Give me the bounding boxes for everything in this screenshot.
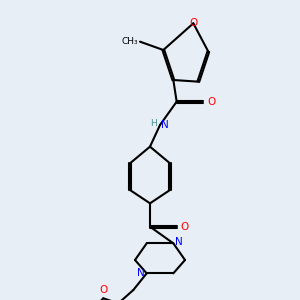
- Text: CH₃: CH₃: [122, 37, 138, 46]
- Text: O: O: [99, 285, 107, 295]
- Text: O: O: [181, 222, 189, 232]
- Text: N: N: [161, 120, 169, 130]
- Text: O: O: [207, 97, 216, 107]
- Text: O: O: [189, 18, 197, 28]
- Text: N: N: [137, 268, 145, 278]
- Text: H: H: [150, 119, 157, 128]
- Text: N: N: [175, 237, 183, 247]
